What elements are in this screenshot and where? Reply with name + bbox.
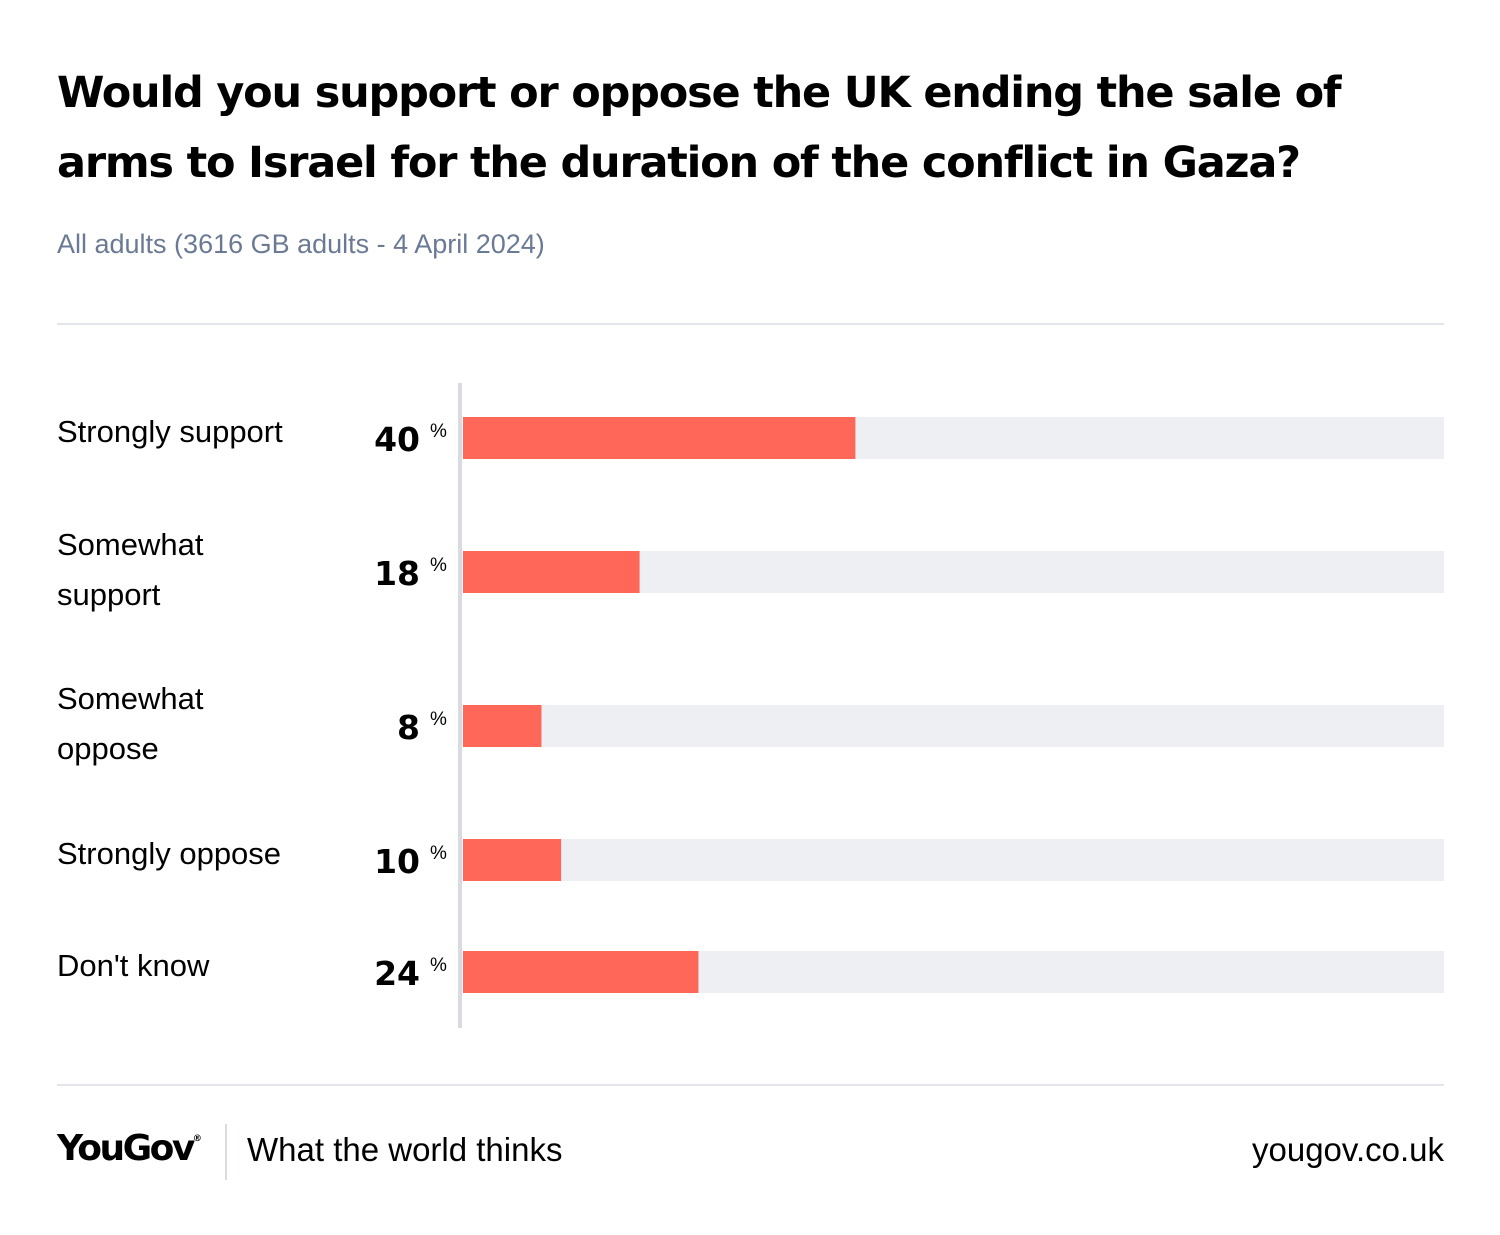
percent-sign: % bbox=[430, 709, 447, 730]
value-label: 10 bbox=[374, 842, 420, 881]
footer: YouGov® What the world thinks yougov.co.… bbox=[57, 1124, 1444, 1180]
value-label: 24 bbox=[374, 954, 420, 993]
bar-track bbox=[463, 705, 1444, 747]
percent-sign: % bbox=[430, 555, 447, 576]
category-labels: Strongly support Somewhat support Somewhat o… bbox=[57, 414, 283, 983]
yougov-logo[interactable]: YouGov® bbox=[57, 1128, 202, 1169]
bar-somewhat-support[interactable] bbox=[463, 551, 640, 593]
bar-tracks bbox=[463, 417, 1444, 993]
percent-sign: % bbox=[430, 955, 447, 976]
bar-strongly-support[interactable] bbox=[463, 417, 856, 459]
bar-somewhat-oppose[interactable] bbox=[463, 705, 542, 747]
percent-sign: % bbox=[430, 421, 447, 442]
category-label: Strongly oppose bbox=[57, 836, 281, 871]
top-divider bbox=[57, 323, 1444, 325]
website-link[interactable]: yougov.co.uk bbox=[1251, 1131, 1444, 1168]
value-label: 18 bbox=[374, 554, 420, 593]
category-label: Don't know bbox=[57, 948, 210, 983]
bar-track bbox=[463, 839, 1444, 881]
category-label: Strongly support bbox=[57, 414, 283, 449]
percent-sign: % bbox=[430, 843, 447, 864]
bar-strongly-oppose[interactable] bbox=[463, 839, 562, 881]
value-label: 8 bbox=[397, 708, 420, 747]
value-label: 40 bbox=[374, 420, 420, 459]
value-labels: 40 % 18 % 8 % 10 % 24% bbox=[374, 420, 447, 993]
tagline: What the world thinks bbox=[247, 1131, 563, 1168]
bottom-divider bbox=[57, 1084, 1444, 1086]
footer-divider bbox=[225, 1124, 227, 1180]
chart-title: Would you support or oppose the UK endin… bbox=[57, 68, 1342, 188]
category-label: Somewhat support bbox=[57, 527, 204, 612]
chart-subtitle: All adults (3616 GB adults - 4 April 202… bbox=[57, 229, 545, 259]
category-label: Somewhat oppose bbox=[57, 681, 204, 766]
bar-don-t-know[interactable] bbox=[463, 951, 699, 993]
bars bbox=[463, 417, 856, 993]
